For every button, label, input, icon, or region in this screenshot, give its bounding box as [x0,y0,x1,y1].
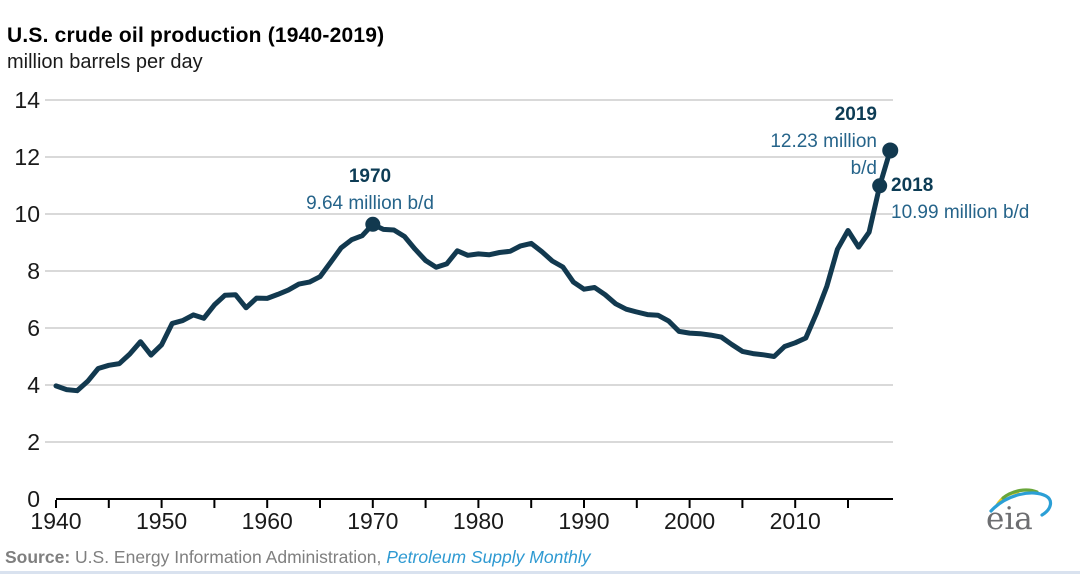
x-tick-label: 1950 [136,508,187,534]
annotation-1970: 1970 9.64 million b/d [250,163,490,217]
x-tick-label: 1980 [453,508,504,534]
y-tick-label: 8 [27,258,40,284]
annotation-1970-year: 1970 [348,166,392,187]
annotation-2019-value-line1: 12.23 million [770,131,877,152]
page-title: U.S. crude oil production (1940-2019) [7,24,385,47]
annotation-2019-year: 2019 [834,104,877,125]
production-line [53,147,893,394]
annotation-2019: 2019 12.23 million b/d [637,101,877,182]
y-tick-label: 6 [27,315,40,341]
source-line: Source: U.S. Energy Information Administ… [5,547,591,568]
bottom-divider [0,571,1080,574]
y-tick-label: 2 [27,429,40,455]
source-agency: U.S. Energy Information Administration, [70,547,387,567]
x-tick-label: 2010 [770,508,821,534]
y-tick-label: 10 [14,201,40,227]
annotation-2019-value-line2: b/d [850,158,877,179]
eia-logo-text: eia [986,501,1033,537]
data-point-marker-1970 [365,216,381,232]
y-tick-label: 0 [27,486,40,512]
eia-logo-blue-swoosh [989,491,1053,517]
x-tick-label: 1960 [242,508,293,534]
x-tick-label: 2000 [664,508,715,534]
y-tick-label: 14 [14,87,40,113]
eia-logo: eia [986,488,1053,537]
data-point-marker-2018 [872,178,888,194]
annotation-2018: 2018 10.99 million b/d [891,172,1076,226]
annotation-2018-value: 10.99 million b/d [891,202,1030,223]
annotation-1970-value: 9.64 million b/d [306,193,434,214]
data-point-marker-2019 [882,142,899,159]
eia-logo-green-swoosh [1001,488,1039,500]
page-subtitle: million barrels per day [7,51,203,73]
source-label: Source: [5,547,71,567]
x-tick-label: 1970 [347,508,398,534]
y-tick-label: 4 [27,372,40,398]
source-publication-link[interactable]: Petroleum Supply Monthly [386,547,591,567]
annotation-2018-year: 2018 [891,175,934,196]
x-tick-label: 1940 [30,508,81,534]
x-tick-label: 1990 [558,508,609,534]
y-tick-label: 12 [14,144,40,170]
